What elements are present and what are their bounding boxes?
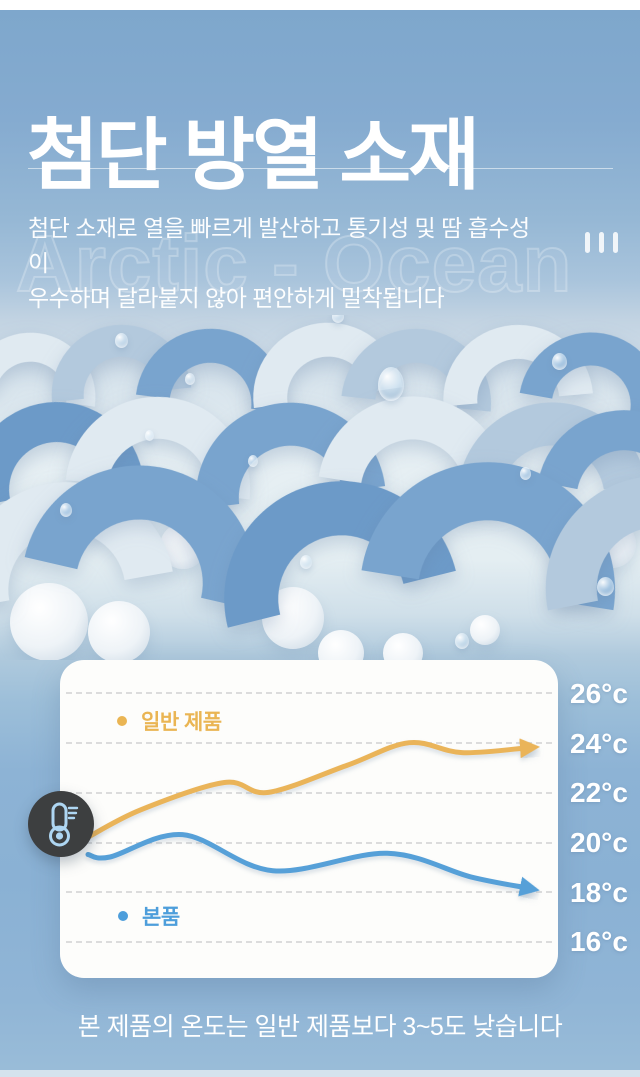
y-tick-18: 18°c [570,877,628,908]
water-droplet [378,367,404,401]
top-white-strip [0,0,640,10]
series-regular-product-line [85,738,540,840]
legend-this-product: 본품 [118,901,180,931]
legend-label-this-product: 본품 [142,906,180,929]
temperature-chart-card [60,660,558,978]
hero-description-line2: 우수하며 달라붙지 않아 편안하게 밀착됩니다 [28,285,445,311]
hero-description-line1: 첨단 소재로 열을 빠르게 발산하고 통기성 및 땀 흡수성이 [28,215,530,276]
gridline-22 [66,792,552,794]
water-droplet [552,353,567,370]
sphere-graphic [470,615,500,645]
bottom-light-strip [0,1070,640,1077]
water-droplet [60,503,72,517]
water-droplet [145,430,154,441]
water-droplet [115,333,128,348]
temperature-line-chart [85,738,540,897]
gridline-26 [66,692,552,694]
gridline-24 [66,742,552,744]
water-droplet [300,555,312,569]
legend-regular-product: 일반 제품 [117,706,222,736]
sphere-graphic [588,520,636,568]
legend-label-regular-product: 일반 제품 [141,711,222,734]
thermometer-badge [28,791,94,857]
y-tick-16: 16°c [570,926,628,957]
sphere-graphic [88,601,150,660]
water-droplet [455,633,469,649]
sphere-graphic [10,583,88,660]
water-droplet [248,455,258,467]
sphere-graphic [383,633,423,660]
page-title: 첨단 방열 소재 [27,111,480,200]
legend-dot-blue [118,911,128,921]
water-droplet [520,467,531,480]
gridline-16 [66,941,552,943]
water-droplet [332,315,344,323]
y-tick-22: 22°c [570,777,628,808]
sphere-graphic [160,523,206,569]
thermometer-icon [49,802,79,847]
sphere-graphic [262,587,324,649]
triple-bars-icon [585,232,618,253]
water-droplet [597,577,614,596]
divider-line [28,168,613,169]
sphere-graphic [318,630,364,660]
y-tick-20: 20°c [570,827,628,858]
gridline-20 [66,842,552,844]
y-tick-26: 26°c [570,678,628,709]
gridline-18 [66,891,552,893]
y-tick-24: 24°c [570,728,628,759]
water-droplet [185,373,195,385]
fabric-texture-illustration [0,315,640,660]
chart-caption: 본 제품의 온도는 일반 제품보다 3~5도 낮습니다 [77,1013,563,1041]
legend-dot-orange [117,716,127,726]
series-this-product-line [85,832,540,897]
